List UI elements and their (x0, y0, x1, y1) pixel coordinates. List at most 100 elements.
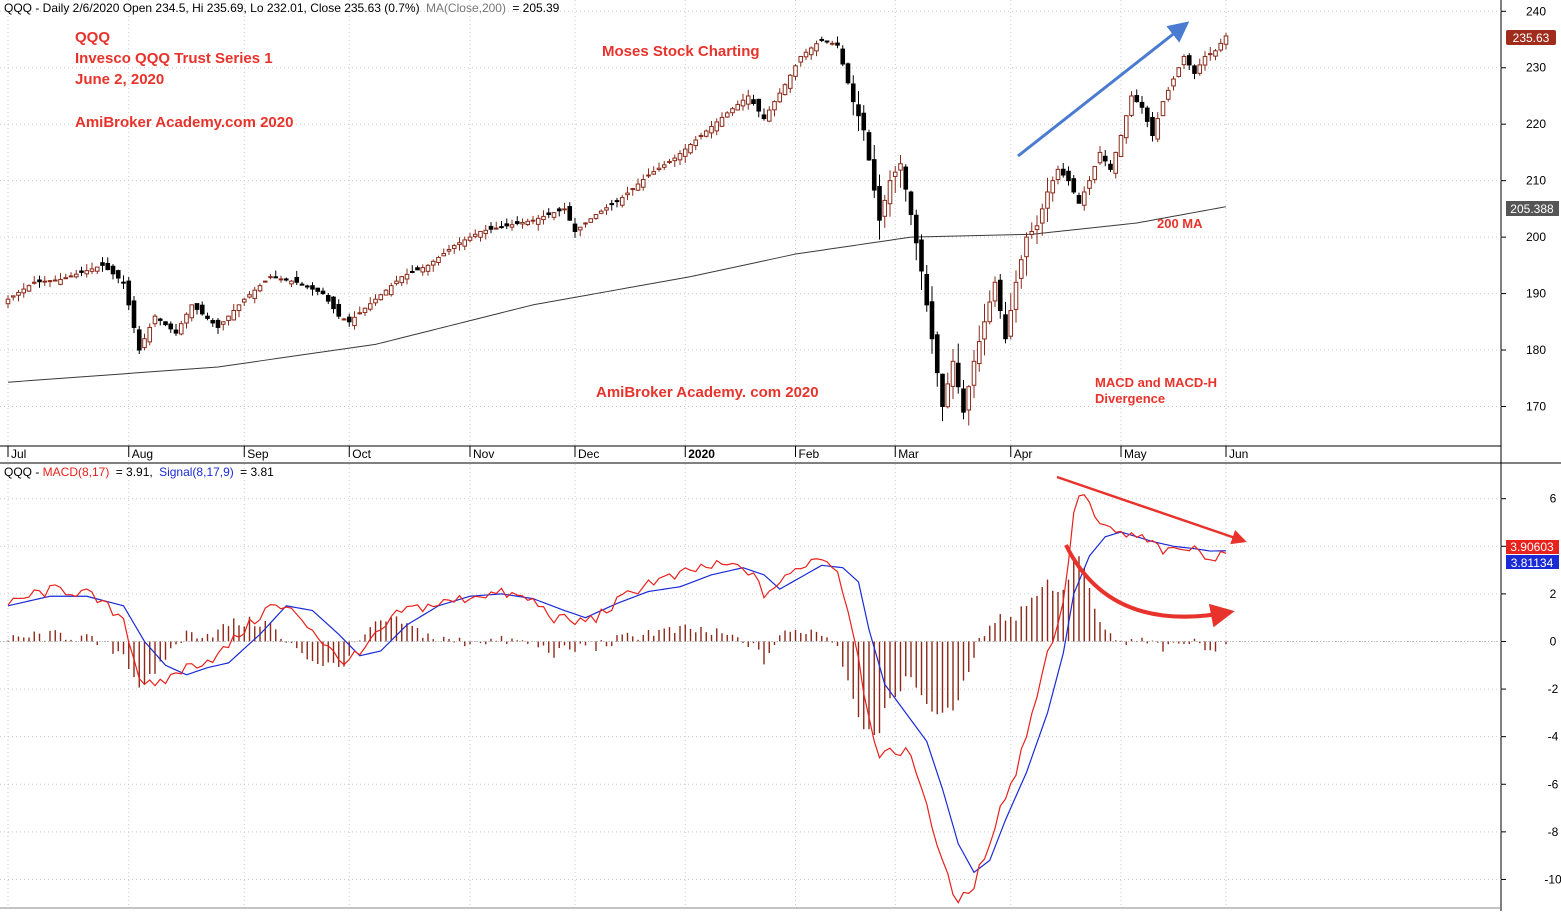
candle-body (1165, 89, 1171, 100)
candle-body (961, 388, 966, 413)
candle-body (178, 323, 184, 335)
candle-body (73, 273, 79, 278)
candle-body (115, 270, 121, 279)
macd-value: = 3.91, (116, 465, 153, 479)
close-tag: 235.63 (1506, 30, 1556, 45)
ma-tag: 205.388 (1506, 201, 1559, 216)
candle-body (383, 289, 389, 296)
month-label: Apr (1014, 447, 1033, 461)
macd-tag: 3.90603 (1506, 540, 1559, 554)
candle-body (709, 125, 714, 134)
candle-body (808, 47, 814, 56)
candle-body (278, 278, 284, 281)
candle-body (656, 167, 662, 171)
month-label: May (1124, 447, 1147, 461)
candle-body (58, 278, 63, 285)
candle-body (614, 200, 620, 203)
candle-body (441, 252, 447, 257)
candle-body (740, 99, 746, 107)
candle-body (1013, 281, 1019, 310)
candle-body (1076, 195, 1082, 204)
candle-body (814, 43, 819, 52)
price-tick-label: 230 (1526, 61, 1546, 75)
candle-body (31, 281, 37, 284)
price-info: QQQ - Daily 2/6/2020 Open 234.5, Hi 235.… (4, 1, 420, 15)
candle-body (619, 197, 625, 206)
candle-body (625, 192, 630, 196)
candle-body (845, 63, 851, 84)
candle-body (735, 103, 741, 111)
candle-body (499, 226, 504, 229)
candle-body (966, 386, 972, 411)
candle-body (877, 186, 882, 221)
candle-body (898, 163, 903, 171)
candle-body (892, 171, 898, 177)
candle-body (26, 285, 32, 292)
candle-body (1186, 55, 1192, 66)
ma200-line (7, 206, 1227, 383)
candle-body (1150, 116, 1155, 136)
candle-body (551, 212, 557, 218)
candle-body (1008, 310, 1014, 337)
candle-body (1102, 155, 1108, 162)
candle-body (1176, 67, 1182, 77)
ma-label-note: 200 MA (1157, 216, 1203, 231)
candle-body (320, 290, 326, 295)
candle-body (525, 220, 531, 226)
signal-tag: 3.81134 (1506, 555, 1559, 570)
candle-body (577, 226, 583, 231)
candle-body (756, 98, 762, 112)
candle-body (766, 109, 772, 122)
candle-body (378, 294, 384, 301)
macd-tick-label: -2 (1548, 682, 1559, 696)
candle-body (541, 215, 546, 221)
candle-body (992, 281, 998, 302)
candle-body (121, 281, 126, 284)
candle-body (1197, 64, 1203, 74)
candle-body (593, 214, 599, 219)
candle-body (472, 233, 478, 237)
candle-body (10, 295, 16, 298)
candle-body (793, 65, 798, 77)
brand-note-1: AmiBroker Academy.com 2020 (75, 114, 293, 131)
candle-body (929, 301, 935, 340)
candle-body (184, 313, 189, 324)
candle-body (215, 319, 221, 328)
month-label: 2020 (688, 447, 715, 461)
candle-body (1003, 314, 1008, 340)
candle-body (247, 294, 252, 298)
candle-body (110, 265, 116, 275)
candle-body (530, 219, 536, 222)
candle-body (5, 298, 11, 305)
candle-body (997, 279, 1003, 312)
candle-body (483, 229, 489, 235)
candle-body (1018, 259, 1024, 279)
macd-label: MACD(8,17) (43, 465, 110, 479)
candle-body (89, 268, 95, 272)
candle-body (798, 55, 804, 63)
candle-body (420, 267, 426, 273)
ma200-series (7, 206, 1227, 383)
candle-body (231, 310, 237, 321)
candle-body (829, 42, 835, 45)
month-label: Nov (473, 447, 494, 461)
candle-body (661, 164, 667, 168)
candle-body (803, 51, 809, 58)
price-tick-label: 220 (1526, 117, 1546, 131)
candle-body (142, 338, 147, 349)
candle-body (84, 270, 90, 275)
candle-body (562, 208, 567, 211)
candle-body (1045, 191, 1050, 209)
candle-body (908, 191, 914, 216)
price-grid (0, 0, 1501, 908)
candle-body (1144, 107, 1150, 122)
candle-body (478, 230, 483, 238)
candle-body (1139, 101, 1145, 108)
candle-body (714, 121, 720, 132)
candle-body (451, 245, 457, 249)
candle-body (567, 206, 573, 221)
candle-body (934, 334, 940, 374)
price-tick-label: 190 (1526, 287, 1546, 301)
candle-body (220, 321, 226, 325)
